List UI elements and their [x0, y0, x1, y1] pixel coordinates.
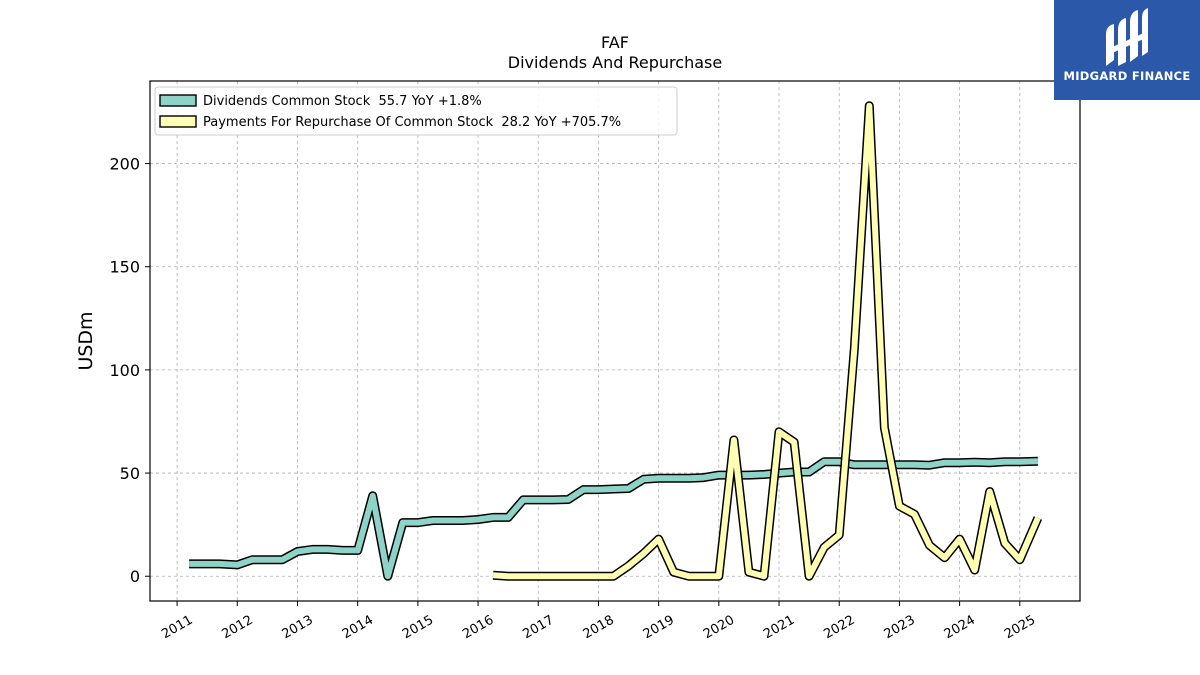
y-tick-label: 200	[109, 155, 140, 174]
y-tick-label: 100	[109, 361, 140, 380]
x-tick-label: 2017	[520, 613, 556, 643]
series-line-dividends	[189, 458, 1038, 580]
series-line-repurchase	[492, 102, 1041, 580]
y-axis: 0 50 100 150 200	[109, 155, 150, 586]
x-tick-label: 2012	[219, 613, 255, 643]
x-axis: 2011 2012 2013 2014 2015 2016 2017 2018 2019 2020…	[159, 601, 1038, 642]
grid	[150, 81, 1080, 601]
x-tick-label: 2018	[581, 613, 617, 643]
midgard-finance-logo: MIDGARD FINANCE	[1054, 0, 1200, 100]
x-tick-label: 2022	[821, 613, 857, 643]
x-tick-label: 2020	[701, 613, 737, 643]
legend-swatch-dividends	[159, 94, 197, 107]
series-line-outline-dividends	[189, 456, 1038, 581]
chart-title: FAF	[601, 33, 629, 52]
x-tick-label: 2023	[882, 613, 918, 643]
x-tick-label: 2013	[280, 613, 316, 643]
x-tick-label: 2024	[942, 613, 978, 643]
y-tick-label: 50	[120, 464, 140, 483]
x-tick-label: 2014	[340, 613, 376, 643]
logo-mark-icon	[1106, 8, 1148, 66]
y-axis-label: USDm	[75, 311, 97, 370]
legend-box	[154, 86, 678, 136]
x-tick-label: 2021	[761, 613, 797, 643]
x-tick-label: 2011	[159, 613, 195, 643]
legend-label-repurchase: Payments For Repurchase Of Common Stock …	[203, 115, 621, 130]
series-line-outline-repurchase	[492, 101, 1043, 581]
y-tick-label: 150	[109, 258, 140, 277]
logo-text: MIDGARD FINANCE	[1063, 69, 1191, 83]
x-tick-label: 2025	[1002, 613, 1038, 643]
plot-frame	[149, 80, 1081, 602]
legend-label-dividends: Dividends Common Stock 55.7 YoY +1.8%	[203, 94, 482, 109]
x-tick-label: 2016	[460, 613, 496, 643]
x-tick-label: 2015	[400, 613, 436, 643]
legend: Dividends Common Stock 55.7 YoY +1.8% Pa…	[154, 86, 678, 136]
chart-subtitle: Dividends And Repurchase	[508, 53, 722, 72]
x-tick-label: 2019	[641, 613, 677, 643]
series-layer	[189, 101, 1043, 581]
y-tick-label: 0	[130, 567, 140, 586]
legend-swatch-repurchase	[159, 115, 197, 128]
